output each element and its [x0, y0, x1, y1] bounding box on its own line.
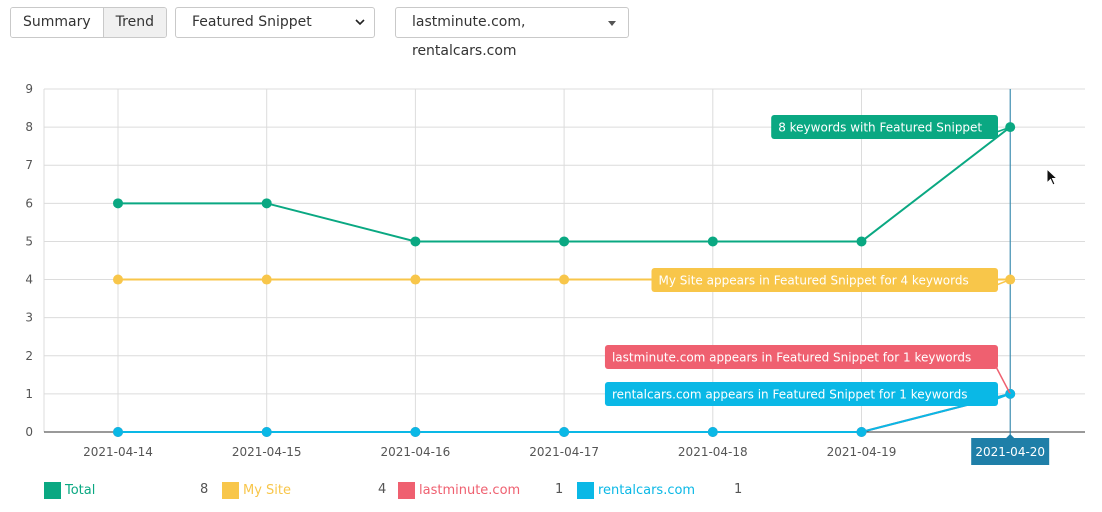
tooltip-box — [771, 115, 998, 139]
legend-swatch — [44, 481, 61, 499]
y-tick-label: 9 — [25, 82, 33, 96]
legend-value: 4 — [378, 482, 387, 497]
legend-label: Total — [65, 482, 96, 498]
legend-value: 8 — [200, 482, 209, 497]
tooltip-text: rentalcars.com appears in Featured Snipp… — [612, 388, 968, 402]
tooltip-box — [604, 382, 998, 406]
data-point — [113, 198, 123, 209]
y-tick-label: 3 — [25, 311, 33, 325]
y-tick-label: 7 — [25, 158, 33, 172]
trend-tab[interactable]: Trend — [102, 8, 166, 37]
y-tick-label: 0 — [25, 425, 33, 439]
summary-tab[interactable]: Summary — [11, 8, 103, 37]
tooltip-box — [604, 345, 998, 369]
legend-value: 1 — [555, 482, 564, 497]
x-tick-label: 2021-04-16 — [381, 445, 451, 459]
data-point — [113, 427, 123, 437]
data-point — [856, 236, 867, 247]
legend-label: My Site — [243, 482, 292, 498]
data-point — [410, 427, 421, 437]
legend-value: 1 — [734, 482, 743, 497]
x-tick-label: 2021-04-14 — [83, 445, 153, 459]
data-point — [410, 274, 421, 285]
y-tick-label: 4 — [25, 273, 33, 287]
x-tick-label: 2021-04-18 — [678, 445, 748, 459]
metric-select[interactable]: Featured Snippet — [175, 7, 375, 38]
mouse-cursor-icon — [1046, 167, 1060, 193]
x-tick-label: 2021-04-19 — [827, 445, 897, 459]
tooltip-text: My Site appears in Featured Snippet for … — [659, 274, 969, 288]
data-point — [856, 427, 867, 437]
x-tick-label: 2021-04-17 — [529, 445, 599, 459]
metric-select-value: Featured Snippet — [192, 14, 312, 30]
tooltip-box — [651, 268, 998, 292]
data-point — [707, 236, 718, 247]
y-tick-label: 8 — [25, 120, 33, 134]
hover-label-box — [971, 438, 1050, 465]
legend-item[interactable]: rentalcars.com — [577, 480, 695, 500]
legend-item[interactable]: lastminute.com — [398, 480, 520, 500]
legend-swatch — [577, 481, 594, 499]
data-point — [261, 274, 272, 285]
sites-select-value: lastminute.com, rentalcars.com — [412, 14, 526, 59]
chevron-down-icon — [354, 8, 366, 48]
view-toggle: Summary Trend — [10, 7, 167, 38]
legend-item[interactable]: My Site — [222, 480, 291, 500]
legend-swatch — [398, 481, 415, 499]
data-point — [261, 427, 272, 437]
data-point — [559, 236, 570, 247]
toolbar: Summary Trend Featured Snippet lastminut… — [10, 7, 1090, 59]
tooltip-text: lastminute.com appears in Featured Snipp… — [612, 351, 971, 365]
data-point — [559, 274, 570, 285]
legend-label: lastminute.com — [419, 482, 521, 498]
hover-label-arrow — [1006, 434, 1015, 438]
tooltip-text: 8 keywords with Featured Snippet — [778, 121, 982, 135]
hover-x-label: 2021-04-20 — [975, 445, 1045, 459]
data-point — [113, 274, 123, 285]
y-tick-label: 5 — [25, 234, 33, 248]
legend-item[interactable]: Total — [44, 480, 95, 500]
chart-legend: Total 8 My Site 4 lastminute.com 1 rentalcars.… — [44, 480, 1094, 500]
data-point — [559, 427, 570, 437]
data-point — [410, 236, 421, 247]
caret-down-icon — [608, 21, 616, 26]
legend-label: rentalcars.com — [598, 482, 696, 498]
data-point — [707, 427, 718, 437]
legend-swatch — [222, 481, 239, 499]
y-tick-label: 1 — [25, 387, 33, 401]
data-point — [261, 198, 272, 209]
x-tick-label: 2021-04-15 — [232, 445, 302, 459]
sites-select[interactable]: lastminute.com, rentalcars.com — [395, 7, 629, 59]
y-tick-label: 6 — [25, 196, 33, 210]
y-tick-label: 2 — [25, 349, 33, 363]
